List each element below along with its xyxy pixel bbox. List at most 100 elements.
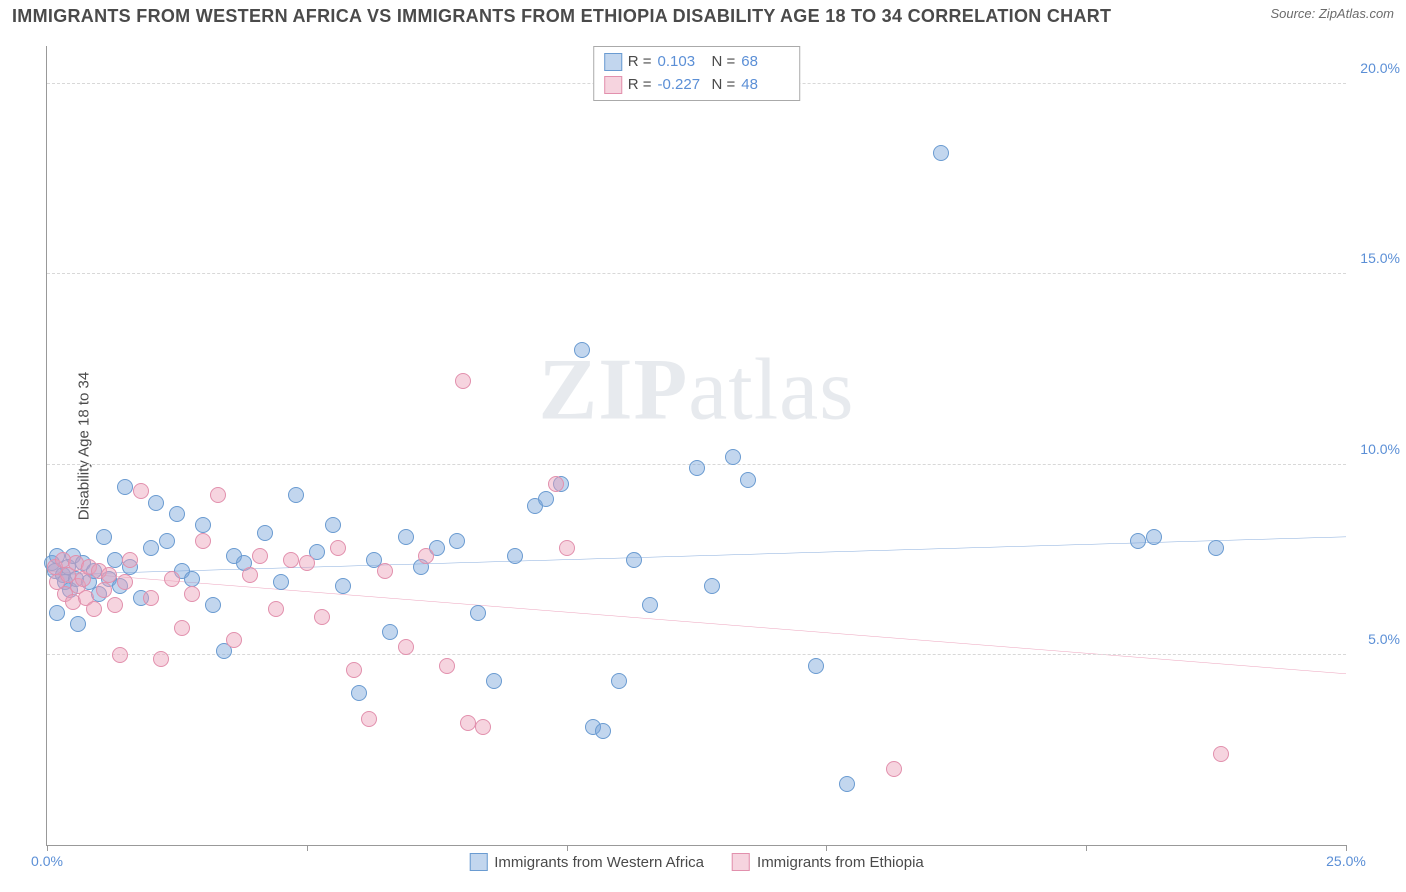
scatter-point <box>86 601 102 617</box>
x-tick <box>1346 845 1347 851</box>
y-tick-label: 15.0% <box>1360 250 1400 266</box>
n-value-1: 48 <box>741 74 789 97</box>
scatter-point <box>107 597 123 613</box>
scatter-point <box>195 533 211 549</box>
scatter-point <box>159 533 175 549</box>
scatter-point <box>548 476 564 492</box>
scatter-point <box>455 373 471 389</box>
x-tick <box>1086 845 1087 851</box>
swatch-series-0 <box>604 53 622 71</box>
swatch-series-1 <box>604 76 622 94</box>
title-bar: IMMIGRANTS FROM WESTERN AFRICA VS IMMIGR… <box>12 6 1394 27</box>
scatter-point <box>49 605 65 621</box>
y-tick-label: 10.0% <box>1360 441 1400 457</box>
scatter-point <box>398 639 414 655</box>
scatter-point <box>486 673 502 689</box>
x-tick <box>567 845 568 851</box>
scatter-point <box>268 601 284 617</box>
x-tick-label: 0.0% <box>31 853 63 869</box>
chart-title: IMMIGRANTS FROM WESTERN AFRICA VS IMMIGR… <box>12 6 1111 27</box>
scatter-point <box>1213 746 1229 762</box>
scatter-point <box>642 597 658 613</box>
scatter-point <box>257 525 273 541</box>
n-value-0: 68 <box>741 51 789 74</box>
scatter-point <box>933 145 949 161</box>
scatter-point <box>335 578 351 594</box>
scatter-point <box>439 658 455 674</box>
x-tick <box>307 845 308 851</box>
scatter-point <box>377 563 393 579</box>
scatter-point <box>252 548 268 564</box>
scatter-point <box>133 483 149 499</box>
series-legend: Immigrants from Western Africa Immigrant… <box>469 853 924 871</box>
scatter-point <box>398 529 414 545</box>
scatter-point <box>1208 540 1224 556</box>
legend-row-series-1: R = -0.227 N = 48 <box>604 74 790 97</box>
scatter-point <box>242 567 258 583</box>
scatter-chart: ZIPatlas R = 0.103 N = 68 R = -0.227 N =… <box>46 46 1346 846</box>
scatter-point <box>725 449 741 465</box>
scatter-point <box>559 540 575 556</box>
scatter-point <box>351 685 367 701</box>
trend-line <box>47 571 1346 674</box>
scatter-point <box>1130 533 1146 549</box>
trend-lines <box>47 46 1346 845</box>
y-tick-label: 20.0% <box>1360 60 1400 76</box>
scatter-point <box>288 487 304 503</box>
scatter-point <box>346 662 362 678</box>
scatter-point <box>740 472 756 488</box>
swatch-bottom-1 <box>732 853 750 871</box>
scatter-point <box>839 776 855 792</box>
scatter-point <box>153 651 169 667</box>
scatter-point <box>538 491 554 507</box>
scatter-point <box>195 517 211 533</box>
scatter-point <box>689 460 705 476</box>
scatter-point <box>148 495 164 511</box>
scatter-point <box>205 597 221 613</box>
scatter-point <box>475 719 491 735</box>
scatter-point <box>96 529 112 545</box>
gridline-h <box>47 273 1346 274</box>
scatter-point <box>314 609 330 625</box>
scatter-point <box>210 487 226 503</box>
scatter-point <box>70 616 86 632</box>
scatter-point <box>143 590 159 606</box>
scatter-point <box>96 582 112 598</box>
scatter-point <box>470 605 486 621</box>
r-value-1: -0.227 <box>658 74 706 97</box>
scatter-point <box>418 548 434 564</box>
scatter-point <box>611 673 627 689</box>
correlation-legend: R = 0.103 N = 68 R = -0.227 N = 48 <box>593 46 801 101</box>
scatter-point <box>574 342 590 358</box>
scatter-point <box>449 533 465 549</box>
legend-item-0: Immigrants from Western Africa <box>469 853 704 871</box>
scatter-point <box>122 552 138 568</box>
scatter-point <box>330 540 346 556</box>
r-value-0: 0.103 <box>658 51 706 74</box>
scatter-point <box>886 761 902 777</box>
scatter-point <box>174 620 190 636</box>
y-tick-label: 5.0% <box>1368 631 1400 647</box>
scatter-point <box>107 552 123 568</box>
x-tick <box>47 845 48 851</box>
scatter-point <box>361 711 377 727</box>
scatter-point <box>143 540 159 556</box>
scatter-point <box>507 548 523 564</box>
scatter-point <box>626 552 642 568</box>
scatter-point <box>112 647 128 663</box>
scatter-point <box>283 552 299 568</box>
x-tick <box>826 845 827 851</box>
scatter-point <box>595 723 611 739</box>
scatter-point <box>808 658 824 674</box>
scatter-point <box>184 571 200 587</box>
legend-item-1: Immigrants from Ethiopia <box>732 853 924 871</box>
scatter-point <box>382 624 398 640</box>
scatter-point <box>226 632 242 648</box>
x-tick-label: 25.0% <box>1326 853 1366 869</box>
scatter-point <box>184 586 200 602</box>
scatter-point <box>164 571 180 587</box>
scatter-point <box>273 574 289 590</box>
scatter-point <box>117 479 133 495</box>
scatter-point <box>299 555 315 571</box>
scatter-point <box>1146 529 1162 545</box>
